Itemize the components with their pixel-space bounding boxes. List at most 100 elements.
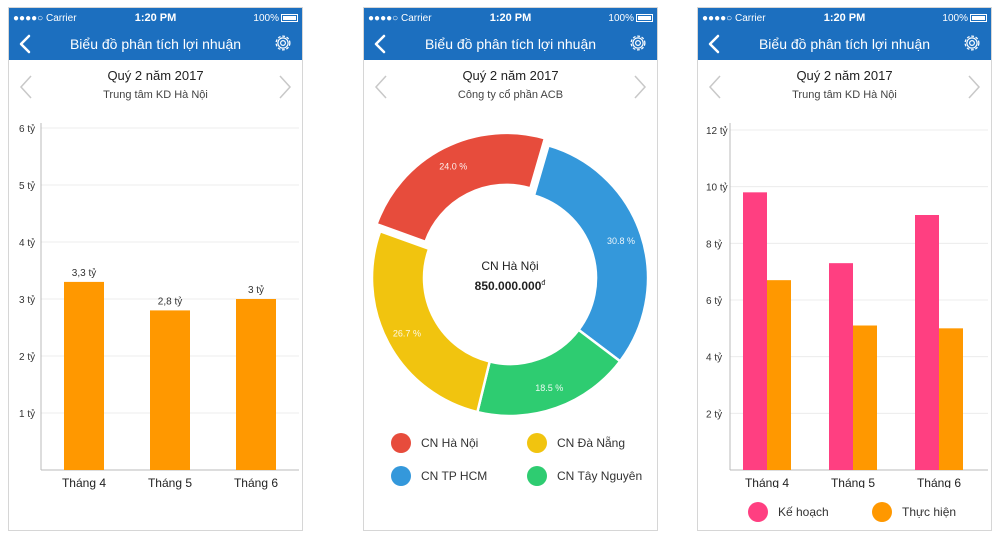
branch-donut-chart: CN Hà Nội 850.000.000đ 24.0 % 30.8 % 18.5 … — [370, 131, 650, 418]
page-title: Biểu đồ phân tích lợi nhuận — [424, 36, 597, 52]
legend-label: CN Tây Nguyên — [557, 469, 643, 483]
slice-value-label: 26.7 % — [393, 328, 421, 338]
next-period-icon[interactable] — [633, 74, 647, 100]
clock: 1:20 PM — [134, 12, 177, 24]
next-period-icon[interactable] — [278, 74, 292, 100]
y-tick-label: 5 tỷ — [19, 180, 35, 192]
slice-value-label: 30.8 % — [607, 236, 635, 246]
legend-item: CN Hà Nội — [391, 433, 478, 455]
legend-item: Thực hiện — [872, 502, 956, 524]
y-tick-label: 6 tỷ — [706, 295, 722, 307]
unit-subtitle: Trung tâm KD Hà Nội — [792, 89, 897, 101]
donut-inner-ring — [423, 191, 597, 365]
donut-center-currency: đ — [541, 280, 545, 287]
donut-slice-path — [374, 131, 547, 244]
screen-monthly-profit: ●●●●○ Carrier 1:20 PM 100% Biểu đồ phân … — [8, 7, 303, 531]
plan-vs-actual-bar-chart: 2 tỷ 4 tỷ 6 tỷ 8 tỷ 10 tỷ 12 tỷ Tháng 4 Tháng 5… — [706, 123, 988, 488]
unit-subtitle: Trung tâm KD Hà Nội — [103, 89, 208, 101]
slice-value-label: 18.5 % — [535, 383, 563, 393]
legend-item: CN Đà Nẵng — [527, 433, 625, 455]
battery-percent: 100% — [942, 13, 968, 24]
previous-period-icon[interactable] — [19, 74, 33, 100]
bar — [853, 325, 877, 470]
donut-slice-path — [532, 143, 650, 363]
nav-bar: Biểu đồ phân tích lợi nhuận — [698, 28, 991, 60]
status-bar: ●●●●○ Carrier 1:20 PM 100% — [9, 8, 302, 28]
previous-period-icon[interactable] — [374, 74, 388, 100]
back-icon[interactable] — [15, 32, 37, 56]
y-tick-label: 3 tỷ — [19, 294, 35, 306]
y-tick-label: 10 tỷ — [706, 182, 728, 194]
carrier-label: ●●●●○ Carrier — [368, 13, 432, 24]
x-tick-label: Tháng 4 — [745, 476, 789, 488]
next-period-icon[interactable] — [967, 74, 981, 100]
status-bar: ●●●●○ Carrier 1:20 PM 100% — [698, 8, 991, 28]
battery-percent: 100% — [608, 13, 634, 24]
y-tick-label: 8 tỷ — [706, 238, 722, 250]
clock: 1:20 PM — [823, 12, 866, 24]
page-title: Biểu đồ phân tích lợi nhuận — [758, 36, 931, 52]
screen-branch-share: ●●●●○ Carrier 1:20 PM 100% Biểu đồ phân … — [363, 7, 658, 531]
period-title: Quý 2 năm 2017 — [462, 68, 559, 83]
bar — [767, 280, 791, 470]
legend-item: CN TP HCM — [391, 466, 487, 488]
donut-center-amount: 850.000.000 — [475, 279, 542, 293]
legend-swatch — [391, 466, 411, 486]
unit-subtitle: Công ty cổ phần ACB — [457, 89, 564, 101]
battery-icon — [281, 14, 298, 22]
legend-label: Kế hoạch — [778, 505, 829, 519]
bar — [64, 281, 104, 470]
slice-value-label: 24.0 % — [439, 162, 467, 172]
donut-slice: 30.8 % — [532, 143, 650, 363]
page-title: Biểu đồ phân tích lợi nhuận — [69, 36, 242, 52]
y-tick-label: 2 tỷ — [19, 351, 35, 363]
x-tick-label: Tháng 5 — [148, 476, 192, 490]
donut-center-value: 850.000.000đ — [475, 279, 546, 293]
bar — [915, 215, 939, 470]
status-bar: ●●●●○ Carrier 1:20 PM 100% — [364, 8, 657, 28]
legend-swatch — [872, 502, 892, 522]
y-tick-label: 6 tỷ — [19, 123, 35, 135]
data-label: 3 tỷ — [248, 284, 264, 296]
gear-icon[interactable] — [272, 32, 294, 54]
donut-slice: 26.7 % — [370, 229, 492, 414]
battery-percent: 100% — [253, 13, 279, 24]
bar — [829, 263, 853, 470]
back-icon[interactable] — [704, 32, 726, 56]
gear-icon[interactable] — [627, 32, 649, 54]
legend-item: CN Tây Nguyên — [527, 466, 642, 488]
data-label: 3,3 tỷ — [72, 267, 96, 279]
x-tick-label: Tháng 6 — [234, 476, 278, 490]
bar — [236, 299, 276, 470]
x-tick-label: Tháng 4 — [62, 476, 106, 490]
bar — [939, 328, 963, 470]
battery-indicator: 100% — [608, 13, 653, 24]
bar — [150, 310, 190, 470]
y-tick-label: 4 tỷ — [706, 352, 722, 364]
period-title: Quý 2 năm 2017 — [796, 68, 893, 83]
x-tick-label: Tháng 6 — [917, 476, 961, 488]
clock: 1:20 PM — [489, 12, 532, 24]
legend-label: CN Đà Nẵng — [557, 436, 626, 450]
legend-label: CN Hà Nội — [421, 436, 479, 450]
gear-icon[interactable] — [961, 32, 983, 54]
y-tick-label: 12 tỷ — [706, 125, 728, 137]
screen-plan-vs-actual: ●●●●○ Carrier 1:20 PM 100% Biểu đồ phân … — [697, 7, 992, 531]
nav-bar: Biểu đồ phân tích lợi nhuận — [9, 28, 302, 60]
legend-label: CN TP HCM — [421, 469, 488, 483]
donut-center-label: CN Hà Nội — [481, 259, 538, 273]
back-icon[interactable] — [370, 32, 392, 56]
legend-swatch — [527, 466, 547, 486]
previous-period-icon[interactable] — [708, 74, 722, 100]
y-tick-label: 1 tỷ — [19, 408, 35, 420]
carrier-label: ●●●●○ Carrier — [702, 13, 766, 24]
donut-slice: 24.0 % — [374, 131, 547, 244]
legend-swatch — [527, 433, 547, 453]
y-tick-label: 2 tỷ — [706, 408, 722, 420]
donut-slice-path — [370, 229, 492, 414]
monthly-profit-bar-chart: 1 tỷ 2 tỷ 3 tỷ 4 tỷ 5 tỷ 6 tỷ 3,3 tỷ Tháng 4 2,8… — [19, 123, 299, 490]
legend-swatch — [748, 502, 768, 522]
battery-icon — [636, 14, 653, 22]
carrier-label: ●●●●○ Carrier — [13, 13, 77, 24]
legend-item: Kế hoạch — [748, 502, 829, 524]
